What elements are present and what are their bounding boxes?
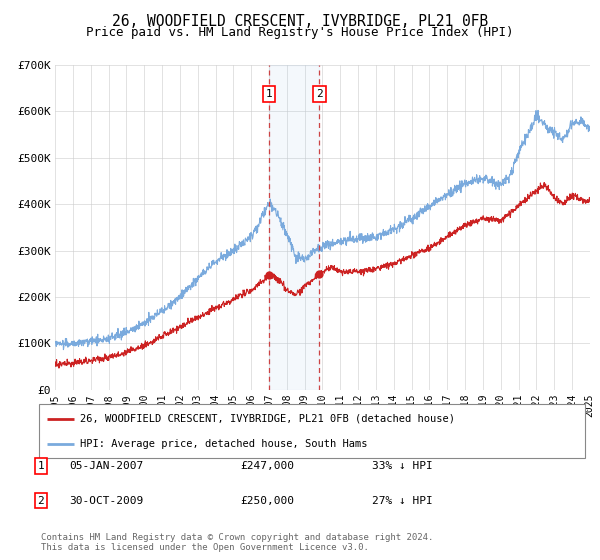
- Text: Price paid vs. HM Land Registry's House Price Index (HPI): Price paid vs. HM Land Registry's House …: [86, 26, 514, 39]
- FancyBboxPatch shape: [39, 404, 585, 458]
- Text: 2: 2: [316, 89, 323, 99]
- Text: 1: 1: [37, 461, 44, 471]
- Text: £247,000: £247,000: [240, 461, 294, 471]
- Text: 26, WOODFIELD CRESCENT, IVYBRIDGE, PL21 0FB: 26, WOODFIELD CRESCENT, IVYBRIDGE, PL21 …: [112, 14, 488, 29]
- Text: 2: 2: [37, 496, 44, 506]
- Text: 26, WOODFIELD CRESCENT, IVYBRIDGE, PL21 0FB (detached house): 26, WOODFIELD CRESCENT, IVYBRIDGE, PL21 …: [80, 414, 455, 424]
- Text: 30-OCT-2009: 30-OCT-2009: [69, 496, 143, 506]
- Text: Contains HM Land Registry data © Crown copyright and database right 2024.: Contains HM Land Registry data © Crown c…: [41, 533, 433, 542]
- Text: 1: 1: [266, 89, 272, 99]
- Text: 27% ↓ HPI: 27% ↓ HPI: [372, 496, 433, 506]
- Bar: [269, 65, 319, 390]
- Text: HPI: Average price, detached house, South Hams: HPI: Average price, detached house, Sout…: [80, 439, 367, 449]
- Text: This data is licensed under the Open Government Licence v3.0.: This data is licensed under the Open Gov…: [41, 543, 368, 552]
- Text: 33% ↓ HPI: 33% ↓ HPI: [372, 461, 433, 471]
- Text: £250,000: £250,000: [240, 496, 294, 506]
- Text: 05-JAN-2007: 05-JAN-2007: [69, 461, 143, 471]
